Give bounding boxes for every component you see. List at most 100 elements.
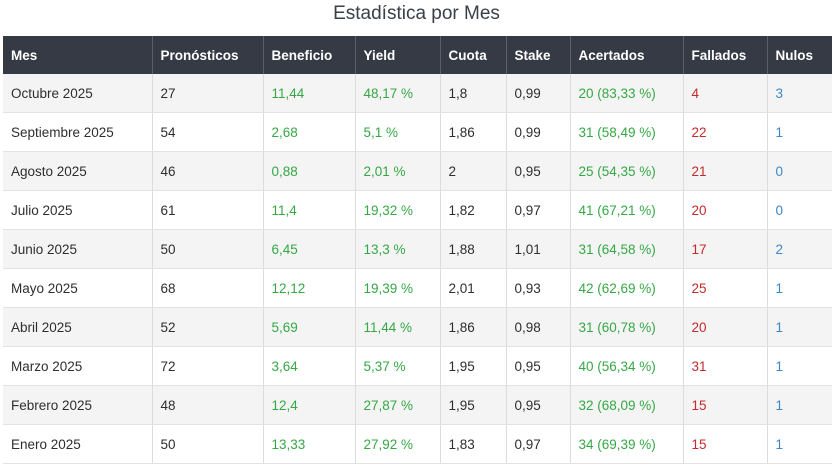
cell-yield: 5,1 % (355, 112, 441, 152)
cell-pronosticos: 27 (152, 74, 264, 113)
cell-nulos: 1 (767, 268, 832, 308)
cell-nulos: 3 (767, 74, 832, 113)
table-row: Agosto 2025 46 0,88 2,01 % 2 0,95 25 (54,35 %)… (3, 151, 832, 191)
table-row: Mayo 2025 68 12,12 19,39 % 2,01 0,93 42 (62,69… (3, 268, 832, 308)
cell-yield: 2,01 % (355, 151, 441, 191)
column-header-beneficio[interactable]: Beneficio (263, 36, 356, 74)
cell-beneficio: 5,69 (263, 307, 356, 347)
cell-mes: Junio 2025 (3, 229, 153, 269)
cell-acertados: 41 (67,21 %) (570, 190, 684, 230)
cell-yield: 11,44 % (355, 307, 441, 347)
column-header-yield[interactable]: Yield (355, 36, 441, 74)
cell-pronosticos: 52 (152, 307, 264, 347)
cell-cuota: 1,86 (440, 307, 507, 347)
cell-yield: 19,39 % (355, 268, 441, 308)
cell-nulos: 1 (767, 424, 832, 464)
cell-cuota: 2,01 (440, 268, 507, 308)
column-header-pronosticos[interactable]: Pronósticos (152, 36, 264, 74)
cell-pronosticos: 61 (152, 190, 264, 230)
cell-pronosticos: 48 (152, 385, 264, 425)
cell-mes: Julio 2025 (3, 190, 153, 230)
cell-pronosticos: 72 (152, 346, 264, 386)
cell-pronosticos: 50 (152, 229, 264, 269)
column-header-nulos[interactable]: Nulos (767, 36, 832, 74)
cell-fallados: 22 (683, 112, 768, 152)
cell-cuota: 1,82 (440, 190, 507, 230)
cell-acertados: 31 (64,58 %) (570, 229, 684, 269)
cell-pronosticos: 54 (152, 112, 264, 152)
cell-acertados: 31 (58,49 %) (570, 112, 684, 152)
column-header-acertados[interactable]: Acertados (570, 36, 684, 74)
cell-yield: 27,92 % (355, 424, 441, 464)
cell-fallados: 4 (683, 74, 768, 113)
cell-acertados: 34 (69,39 %) (570, 424, 684, 464)
table-row: Abril 2025 52 5,69 11,44 % 1,86 0,98 31 (60,78… (3, 307, 832, 347)
cell-mes: Febrero 2025 (3, 385, 153, 425)
cell-acertados: 42 (62,69 %) (570, 268, 684, 308)
cell-acertados: 32 (68,09 %) (570, 385, 684, 425)
cell-stake: 0,98 (506, 307, 571, 347)
cell-stake: 0,95 (506, 385, 571, 425)
cell-beneficio: 6,45 (263, 229, 356, 269)
cell-yield: 13,3 % (355, 229, 441, 269)
table-row: Junio 2025 50 6,45 13,3 % 1,88 1,01 31 (64,58 … (3, 229, 832, 269)
cell-yield: 5,37 % (355, 346, 441, 386)
cell-yield: 27,87 % (355, 385, 441, 425)
cell-nulos: 1 (767, 112, 832, 152)
cell-acertados: 20 (83,33 %) (570, 74, 684, 113)
cell-stake: 1,01 (506, 229, 571, 269)
table-header-row: Mes Pronósticos Beneficio Yield Cuota St… (3, 36, 832, 74)
cell-stake: 0,97 (506, 424, 571, 464)
cell-beneficio: 11,44 (263, 74, 356, 113)
cell-beneficio: 13,33 (263, 424, 356, 464)
cell-acertados: 31 (60,78 %) (570, 307, 684, 347)
table-row: Marzo 2025 72 3,64 5,37 % 1,95 0,95 40 (56,34 … (3, 346, 832, 386)
cell-stake: 0,95 (506, 151, 571, 191)
table-row: Septiembre 2025 54 2,68 5,1 % 1,86 0,99 31 (58… (3, 112, 832, 152)
cell-fallados: 25 (683, 268, 768, 308)
table-body: Octubre 2025 27 11,44 48,17 % 1,8 0,99 20 (83,… (3, 74, 832, 464)
cell-yield: 19,32 % (355, 190, 441, 230)
column-header-stake[interactable]: Stake (506, 36, 571, 74)
cell-cuota: 1,95 (440, 385, 507, 425)
cell-cuota: 1,8 (440, 74, 507, 113)
cell-fallados: 15 (683, 424, 768, 464)
cell-nulos: 0 (767, 151, 832, 191)
page-title: Estadística por Mes (333, 3, 500, 24)
column-header-mes[interactable]: Mes (3, 36, 153, 74)
cell-nulos: 1 (767, 307, 832, 347)
cell-cuota: 1,88 (440, 229, 507, 269)
cell-yield: 48,17 % (355, 74, 441, 113)
cell-nulos: 1 (767, 385, 832, 425)
cell-mes: Septiembre 2025 (3, 112, 153, 152)
cell-nulos: 2 (767, 229, 832, 269)
monthly-stats-table: Mes Pronósticos Beneficio Yield Cuota St… (3, 36, 832, 464)
cell-cuota: 1,83 (440, 424, 507, 464)
cell-beneficio: 0,88 (263, 151, 356, 191)
cell-mes: Mayo 2025 (3, 268, 153, 308)
cell-mes: Octubre 2025 (3, 74, 153, 113)
cell-stake: 0,97 (506, 190, 571, 230)
cell-cuota: 2 (440, 151, 507, 191)
cell-stake: 0,99 (506, 112, 571, 152)
cell-beneficio: 2,68 (263, 112, 356, 152)
cell-cuota: 1,86 (440, 112, 507, 152)
cell-acertados: 40 (56,34 %) (570, 346, 684, 386)
cell-mes: Marzo 2025 (3, 346, 153, 386)
cell-fallados: 17 (683, 229, 768, 269)
table-row: Octubre 2025 27 11,44 48,17 % 1,8 0,99 20 (83,… (3, 74, 832, 113)
cell-beneficio: 3,64 (263, 346, 356, 386)
cell-stake: 0,93 (506, 268, 571, 308)
cell-beneficio: 12,4 (263, 385, 356, 425)
cell-fallados: 21 (683, 151, 768, 191)
cell-fallados: 20 (683, 307, 768, 347)
cell-stake: 0,95 (506, 346, 571, 386)
column-header-cuota[interactable]: Cuota (440, 36, 507, 74)
cell-mes: Abril 2025 (3, 307, 153, 347)
cell-pronosticos: 68 (152, 268, 264, 308)
table-row: Febrero 2025 48 12,4 27,87 % 1,95 0,95 32 (68,… (3, 385, 832, 425)
cell-cuota: 1,95 (440, 346, 507, 386)
column-header-fallados[interactable]: Fallados (683, 36, 768, 74)
cell-stake: 0,99 (506, 74, 571, 113)
cell-pronosticos: 50 (152, 424, 264, 464)
